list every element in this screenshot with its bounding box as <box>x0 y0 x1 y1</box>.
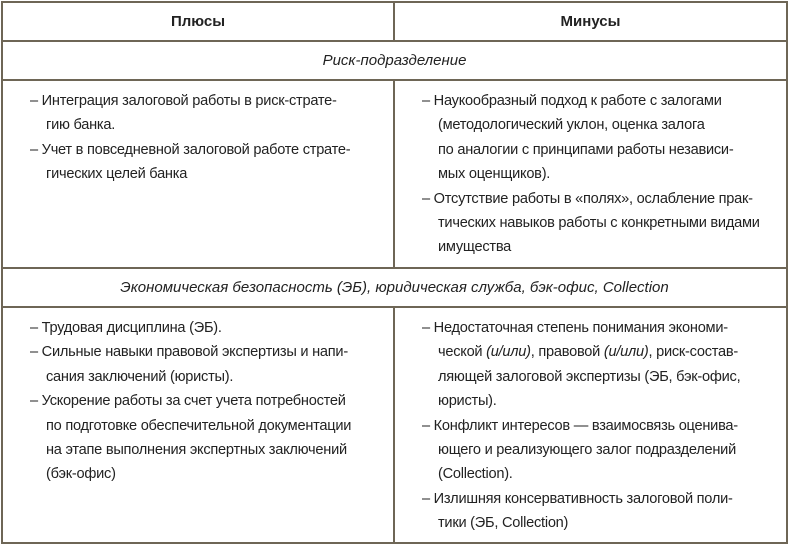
list-item: – Недостаточная степень понимания эконом… <box>422 316 776 414</box>
item-line: – Конфликт интересов — взаимосвязь оцени… <box>422 417 738 434</box>
item-line: – Учет в повседневной залоговой работе с… <box>30 141 351 158</box>
italic-text: (и/или) <box>486 344 531 361</box>
item-line: имущества <box>438 239 512 256</box>
list-item: – Конфликт интересов — взаимосвязь оцени… <box>422 414 776 487</box>
section-row: Риск-подразделение <box>1 40 788 81</box>
text-segment: , правовой <box>530 344 604 361</box>
item-line: (Collection). <box>438 466 513 483</box>
item-line: ляющей залоговой экспертизы (ЭБ, бэк-офи… <box>438 368 741 385</box>
item-line: – Наукообразный подход к работе с залога… <box>422 93 722 109</box>
item-line: тических навыков работы с конкретными ви… <box>438 215 760 232</box>
item-line: (бэк-офис) <box>46 466 116 483</box>
item-line: на этапе выполнения экспертных заключени… <box>46 442 347 459</box>
item-line: по подготовке обеспечительной документац… <box>46 417 352 434</box>
pros-cell: – Интеграция залоговой работы в риск-стр… <box>1 79 395 269</box>
list-item: – Излишняя консервативность залоговой по… <box>422 487 776 536</box>
list-item: – Трудовая дисциплина (ЭБ). <box>30 316 383 340</box>
text-segment: , риск-состав- <box>648 344 739 361</box>
section-row: Экономическая безопасность (ЭБ), юридиче… <box>1 267 788 308</box>
item-line: – Недостаточная степень понимания эконом… <box>422 320 728 336</box>
item-line: гию банка. <box>46 117 116 134</box>
content-row: – Интеграция залоговой работы в риск-стр… <box>1 79 788 269</box>
item-line: – Интеграция залоговой работы в риск-стр… <box>30 93 337 109</box>
section-title-security: Экономическая безопасность (ЭБ), юридиче… <box>1 267 788 308</box>
item-line: ющего и реализующего залог подразделений <box>438 442 736 459</box>
list-item: – Наукообразный подход к работе с залога… <box>422 89 776 187</box>
pros-cell: – Трудовая дисциплина (ЭБ). – Сильные нав… <box>1 306 395 544</box>
list-item: – Интеграция залоговой работы в риск-стр… <box>30 89 383 138</box>
item-line: тики (ЭБ, Collection) <box>438 515 569 532</box>
item-line: юристы). <box>438 393 497 410</box>
item-line: – Ускорение работы за счет учета потребн… <box>30 393 346 410</box>
item-line: мых оценщиков). <box>438 166 551 183</box>
list-item: – Учет в повседневной залоговой работе с… <box>30 138 383 187</box>
item-line: ческой (и/или), правовой (и/или), риск-с… <box>422 340 776 364</box>
item-line: (методологический уклон, оценка залога <box>438 117 705 134</box>
item-line: по аналогии с принципами работы независи… <box>438 141 734 158</box>
list-item: – Ускорение работы за счет учета потребн… <box>30 389 383 487</box>
cons-cell: – Недостаточная степень понимания эконом… <box>393 306 788 544</box>
list-item: – Сильные навыки правовой экспертизы и н… <box>30 340 383 389</box>
item-line: – Сильные навыки правовой экспертизы и н… <box>30 344 348 361</box>
item-line: – Излишняя консервативность залоговой по… <box>422 490 733 507</box>
italic-text: (и/или) <box>603 344 649 361</box>
column-header-cons: Минусы <box>393 1 788 42</box>
item-line: гических целей банка <box>46 166 188 183</box>
item-line: – Отсутствие работы в «полях», ослаблени… <box>422 190 753 207</box>
section-title-risk: Риск-подразделение <box>1 40 788 81</box>
list-item: – Отсутствие работы в «полях», ослаблени… <box>422 187 776 260</box>
cons-cell: – Наукообразный подход к работе с залога… <box>393 79 788 269</box>
column-header-pros: Плюсы <box>1 1 395 42</box>
header-row: Плюсы Минусы <box>1 1 788 42</box>
content-row: – Трудовая дисциплина (ЭБ). – Сильные нав… <box>1 306 788 544</box>
text-segment: ческой <box>438 344 487 361</box>
item-line: сания заключений (юристы). <box>46 368 234 385</box>
item-line: – Трудовая дисциплина (ЭБ). <box>30 320 222 336</box>
